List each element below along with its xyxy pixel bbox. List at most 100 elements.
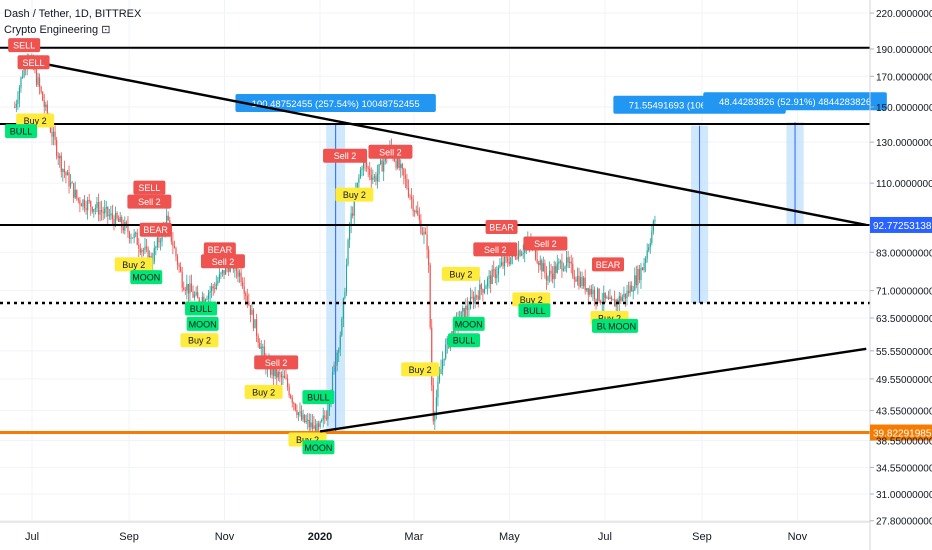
candle-body (352, 213, 354, 216)
candle-body (415, 210, 417, 213)
candle-body (223, 270, 225, 275)
candle-body (407, 187, 410, 197)
candle-body (252, 309, 255, 329)
candle-body (138, 244, 140, 249)
candle-body (579, 277, 582, 287)
candle-body (97, 202, 100, 215)
candle-body (63, 169, 65, 173)
candle-body (440, 368, 442, 374)
signal-sell-bg (8, 38, 41, 53)
signal-sell-bg (523, 236, 568, 251)
indicator-title[interactable]: Crypto Engineering ⊡ (4, 24, 111, 36)
candle-body (260, 346, 262, 349)
candle-body (466, 305, 468, 310)
candle-body (446, 338, 448, 345)
candle-body (307, 419, 309, 421)
candle-body (141, 250, 143, 253)
time-tick-label: Sep (119, 531, 139, 543)
signal-bear-bg (592, 257, 624, 272)
candle-body (158, 237, 160, 243)
signal-buy-label: Buy 2 (252, 387, 275, 397)
candle-body (285, 378, 287, 380)
candle-body (209, 290, 211, 293)
signal-bull-bg (448, 333, 480, 348)
candle-body (51, 131, 53, 137)
candle-body (40, 86, 42, 92)
price-axis[interactable]: 220.00000000 190.00000000 170.00000000 150.… (869, 0, 932, 550)
descending-trendline (22, 58, 867, 227)
candle-body (85, 208, 87, 211)
price-tick-label: 38.55000000 (876, 437, 932, 448)
time-tick-label: Jul (598, 531, 612, 543)
candle-body (65, 172, 67, 176)
candle-body (54, 131, 56, 140)
signal-bull-bg (302, 440, 335, 455)
candle-body (443, 358, 445, 361)
candle-body (593, 289, 596, 299)
candle-body (381, 160, 383, 172)
signal-buy-bg (441, 266, 480, 281)
candle-body (553, 266, 555, 280)
candle-body (293, 402, 295, 404)
candle-body (545, 273, 548, 281)
candle-body (273, 366, 275, 377)
candle-body (310, 422, 312, 428)
candle-body (646, 250, 648, 259)
price-tick-label: 34.55000000 (876, 463, 932, 474)
time-axis[interactable]: Jul Sep Nov 2020 Mar May Jul Sep Nov (0, 521, 870, 543)
candle-body (356, 182, 358, 192)
candle-body (362, 160, 365, 169)
candle-body (648, 247, 650, 251)
candle-body (610, 297, 613, 300)
candle-body (496, 274, 498, 279)
candle-body (565, 257, 568, 267)
signal-bull-bg (186, 316, 219, 331)
candle-body (552, 273, 554, 280)
candle-body (606, 297, 608, 299)
candle-body (589, 288, 591, 295)
candle-body (547, 276, 549, 281)
signal-bull-label: MOON (189, 319, 217, 329)
price-tick-label: 39.82291985 (873, 429, 932, 440)
candle-body (417, 210, 419, 216)
price-tick-label: 110.00000000 (876, 179, 932, 190)
candle-body (17, 99, 19, 104)
signal-bull-label: MOON (304, 443, 332, 453)
candle-body (471, 296, 473, 298)
candle-body (20, 77, 22, 88)
candle-body (438, 373, 441, 382)
signal-buy-label: Buy 2 (24, 116, 47, 126)
candle-body (548, 270, 551, 277)
candle-body (128, 232, 131, 239)
candle-body (462, 307, 464, 312)
signal-sell-label: Sell 2 (265, 358, 288, 368)
signal-bear-bg (203, 242, 236, 257)
candle-body (517, 250, 520, 259)
signal-bull-bg (130, 270, 163, 285)
candle-body (505, 257, 507, 259)
candle-body (592, 289, 594, 295)
candle-body (550, 270, 552, 274)
candle-body (604, 292, 606, 298)
signal-sell-label: Sell 2 (334, 151, 357, 161)
candle-body (271, 366, 273, 375)
candle-body (403, 168, 405, 176)
candle-body (367, 167, 369, 169)
candle-body (56, 139, 58, 156)
candle-body (299, 411, 301, 413)
candle-body (423, 231, 425, 235)
time-tick-label: Sep (692, 531, 712, 543)
signal-bull-bg (5, 124, 38, 139)
candle-body (437, 381, 439, 398)
candle-body (344, 291, 346, 299)
signal-sell-label: SELL (138, 183, 160, 193)
candle-body (175, 248, 177, 257)
candle-body (536, 259, 538, 263)
candle-body (139, 248, 141, 253)
signal-bear-bg (139, 222, 172, 237)
candle-body (212, 286, 214, 289)
candle-body (49, 123, 52, 132)
candle-body (204, 299, 207, 302)
candle-body (66, 172, 69, 176)
